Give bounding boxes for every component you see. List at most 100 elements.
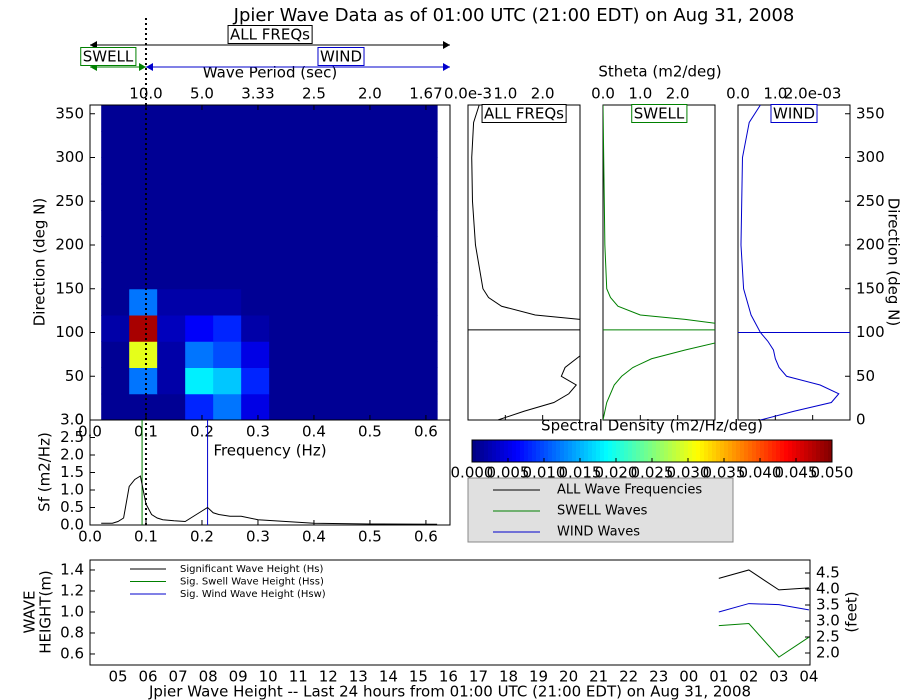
heat-cell — [241, 288, 270, 316]
colorbar-swatch — [556, 440, 561, 462]
heat-cell — [129, 157, 158, 185]
heat-cell — [381, 105, 410, 132]
colorbar-swatch — [472, 440, 477, 462]
heat-cell — [353, 131, 382, 158]
colorbar-tick-label: 0.045 — [775, 464, 818, 482]
panel-title-box — [770, 104, 818, 123]
colorbar-swatch — [824, 440, 829, 462]
heat-cell — [101, 288, 130, 316]
colorbar-swatch — [728, 440, 733, 462]
legend-label: Sig. Swell Wave Height (Hss) — [180, 577, 324, 588]
heat-cell — [185, 315, 214, 342]
heat-cell — [129, 288, 158, 316]
x-tick-label: 0.6 — [414, 528, 438, 546]
x-tick-label: 2.0 — [531, 85, 555, 103]
colorbar-swatch — [760, 440, 765, 462]
heat-cell — [241, 236, 270, 263]
heat-cell — [157, 236, 186, 263]
band-label-box — [227, 25, 313, 44]
band-label: WIND — [320, 48, 362, 66]
colorbar-tick-label: 0.000 — [451, 464, 494, 482]
heat-cell — [325, 315, 354, 342]
y2-tick-label: 3.0 — [816, 611, 840, 629]
x-tick-label: 21 — [589, 668, 608, 686]
x-tick-label: 0.3 — [246, 423, 270, 441]
colorbar-swatch — [680, 440, 685, 462]
heat-cell — [381, 210, 410, 237]
y2-tick-label: 4.0 — [816, 579, 840, 597]
colorbar-tick-label: 0.010 — [523, 464, 566, 482]
colorbar-swatch — [656, 440, 661, 462]
heat-cell — [269, 236, 298, 263]
heat-cell — [157, 341, 186, 368]
panel-title: WIND — [773, 105, 815, 123]
colorbar-swatch — [796, 440, 801, 462]
colorbar-swatch — [484, 440, 489, 462]
x-tick-label: 0.1 — [134, 423, 158, 441]
heat-cell — [241, 341, 270, 368]
y-tick-label: 3.0 — [60, 411, 84, 429]
x2-tick-label: 3.33 — [241, 85, 274, 103]
heat-cell — [213, 157, 242, 185]
heat-cell — [101, 183, 130, 211]
heat-cell — [409, 105, 438, 132]
heat-cell — [185, 105, 214, 132]
heat-cell — [353, 236, 382, 263]
colorbar-tick-label: 0.040 — [739, 464, 782, 482]
heat-cell — [409, 262, 438, 290]
colorbar-swatch — [580, 440, 585, 462]
heat-cell — [101, 315, 130, 342]
y-tick-label: 0.8 — [60, 623, 84, 641]
heat-cell — [241, 131, 270, 158]
colorbar-swatch — [636, 440, 641, 462]
x-tick-label: 14 — [379, 668, 398, 686]
direction-curve — [471, 105, 580, 420]
heat-cell — [157, 105, 186, 132]
x-tick-label: 0.2 — [190, 528, 214, 546]
heat-cell — [381, 183, 410, 211]
colorbar-swatch — [576, 440, 581, 462]
x-tick-label: 05 — [108, 668, 127, 686]
colorbar-swatch — [628, 440, 633, 462]
colorbar-swatch — [704, 440, 709, 462]
heat-cell — [185, 367, 214, 395]
panel-title-box — [631, 104, 688, 123]
height-line — [718, 603, 810, 613]
page-title: Jpier Wave Data as of 01:00 UTC (21:00 E… — [233, 5, 795, 26]
heat-cell — [297, 288, 326, 316]
colorbar-swatch — [756, 440, 761, 462]
heat-cell — [185, 131, 214, 158]
x-tick-label: 07 — [169, 668, 188, 686]
x-tick-label: 0.0 — [78, 528, 102, 546]
panel-title: ALL FREQs — [484, 105, 564, 123]
heat-cell — [353, 288, 382, 316]
band-label: ALL FREQs — [230, 26, 310, 44]
x-tick-label: 0.0e-3 — [444, 85, 492, 103]
colorbar-swatch — [732, 440, 737, 462]
y-tick-label: 300 — [55, 148, 84, 166]
y-tick-label: 100 — [55, 323, 84, 341]
heat-cell — [101, 236, 130, 263]
x-tick-label: 08 — [199, 668, 218, 686]
heat-cell — [297, 262, 326, 290]
x-tick-label: 0.0 — [726, 85, 750, 103]
heat-cell — [241, 105, 270, 132]
height-line — [718, 623, 810, 658]
heat-cell — [409, 315, 438, 342]
heat-cell — [269, 262, 298, 290]
heat-cell — [241, 262, 270, 290]
plot-frame — [737, 104, 851, 421]
heat-cell — [297, 236, 326, 263]
x-tick-label: 16 — [439, 668, 458, 686]
legend-label: Sig. Wind Wave Height (Hsw) — [180, 589, 326, 600]
y-tick-label: 200 — [856, 236, 885, 254]
legend-label: Significant Wave Height (Hs) — [180, 564, 323, 575]
colorbar-swatch — [540, 440, 545, 462]
heat-cell — [409, 341, 438, 368]
heat-cell — [297, 210, 326, 237]
heat-cell — [269, 210, 298, 237]
x-tick-label: 1.0 — [493, 85, 517, 103]
colorbar-swatch — [616, 440, 621, 462]
heat-cell — [381, 393, 410, 421]
colorbar-swatch — [736, 440, 741, 462]
